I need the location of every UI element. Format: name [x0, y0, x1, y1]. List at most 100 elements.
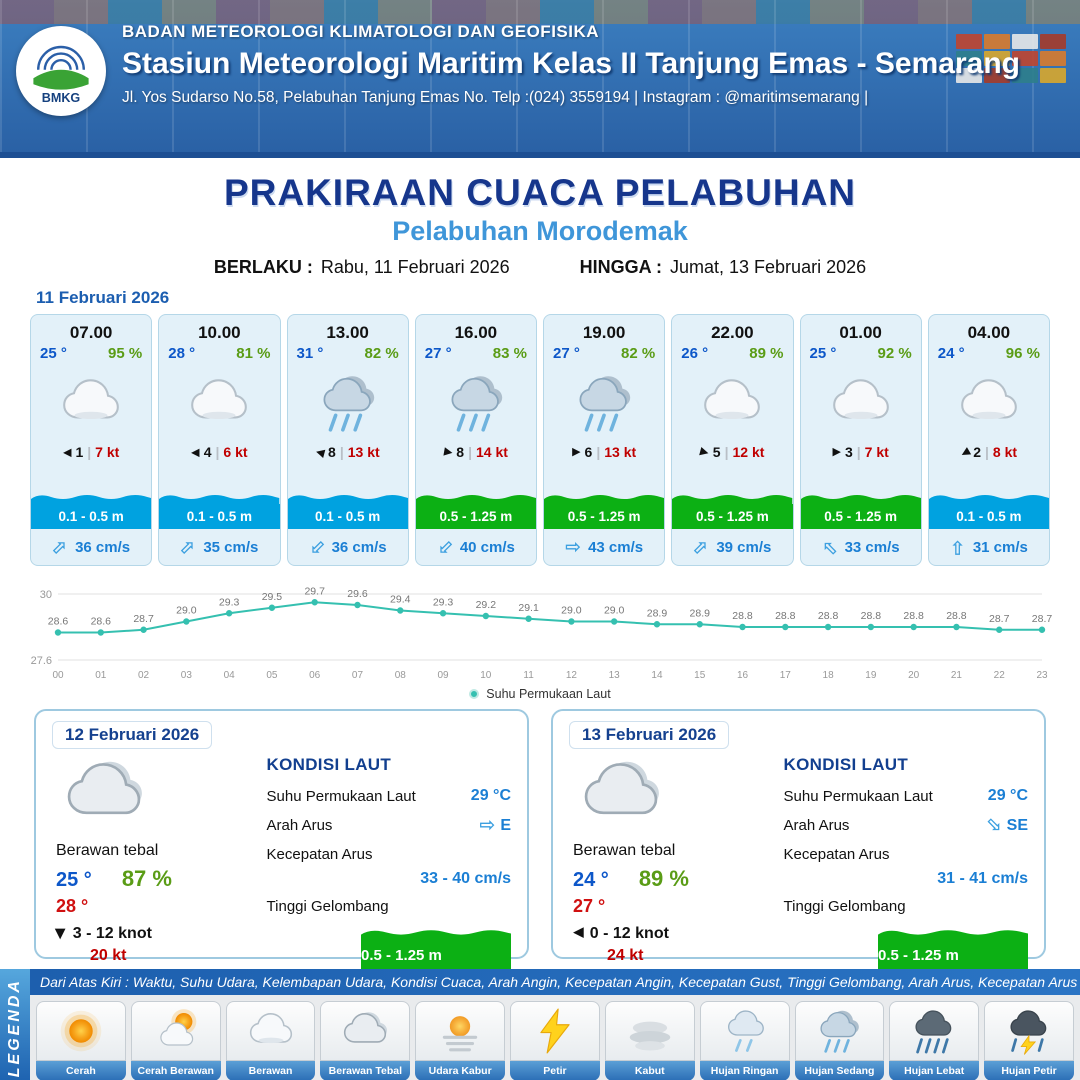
svg-text:21: 21 — [951, 670, 963, 681]
wave-band: 0.1 - 0.5 m — [928, 504, 1049, 529]
card-wave-height: 0.1 - 0.5 m — [58, 509, 124, 524]
card-wind-speed: 6 — [584, 444, 593, 460]
wind-gust-separator: | — [468, 444, 472, 460]
current-speed-value: 33 - 40 cm/s — [420, 870, 511, 887]
card-wind-speed: 5 — [712, 444, 721, 460]
card-current-speed: 35 cm/s — [203, 538, 259, 556]
hujan-sedang-icon — [314, 370, 382, 436]
legend-item: Petir — [510, 1001, 600, 1080]
legend-item: Hujan Ringan — [699, 1001, 790, 1080]
legend-item-label: Petir — [510, 1061, 600, 1080]
card-humidity: 83 % — [492, 345, 527, 362]
svg-text:29.0: 29.0 — [604, 605, 625, 617]
current-direction-icon: ⇨ — [816, 533, 843, 561]
wave-height-band: 0.1 - 0.5 m — [287, 492, 408, 529]
wind-direction-icon: ▶ — [699, 444, 711, 459]
svg-text:12: 12 — [566, 670, 578, 681]
daily-forecast-section: 12 Februari 2026 Berawan tebal 25 ° 87 %… — [0, 707, 1080, 971]
sst-value: 29 °C — [987, 787, 1028, 804]
berawan-icon — [57, 370, 125, 436]
card-wind: ▶ 4 | 6 kt — [159, 444, 279, 460]
card-wind: ▶ 6 | 13 kt — [544, 444, 664, 460]
title-block: PRAKIRAAN CUACA PELABUHAN Pelabuhan Moro… — [0, 158, 1080, 278]
svg-text:18: 18 — [823, 670, 835, 681]
card-current-speed: 36 cm/s — [331, 538, 387, 556]
card-current-row: ⇨ 36 cm/s — [288, 529, 408, 565]
card-wind: ▶ 2 | 8 kt — [929, 444, 1049, 460]
wave-height-band: 0.5 - 1.25 m — [415, 492, 536, 529]
port-name: Pelabuhan Morodemak — [392, 216, 688, 246]
wind-direction-icon: ▶ — [191, 446, 200, 459]
chart-legend: Suhu Permukaan Laut — [26, 687, 1054, 701]
wave-crest-icon — [928, 495, 1049, 504]
berawan-icon — [246, 1006, 296, 1056]
card-gust: 8 kt — [992, 444, 1018, 460]
sst-chart-section: 30 27.6 28.6 00 28.6 01 28.7 02 29.0 03 29.3 04 29.5… — [0, 570, 1080, 701]
hourly-cards: 07.00 25 ° 95 % ▶ 1 | 7 kt 0.1 - 0.5 m ⇨… — [0, 314, 1080, 566]
svg-text:11: 11 — [523, 670, 534, 681]
wave-band: 0.5 - 1.25 m — [544, 504, 665, 529]
card-wave-height: 0.1 - 0.5 m — [186, 509, 253, 524]
wave-band: 0.1 - 0.5 m — [31, 504, 152, 529]
daily-humidity: 89 % — [638, 866, 689, 891]
card-gust: 6 kt — [223, 444, 248, 460]
daily-temp-min: 25 ° — [56, 869, 92, 891]
svg-text:20: 20 — [908, 670, 920, 681]
legend-item-label: Hujan Petir — [984, 1061, 1074, 1080]
legend-item-label: Cerah — [36, 1061, 126, 1080]
card-wind: ▶ 1 | 7 kt — [31, 444, 151, 460]
daily-temp-min: 24 ° — [573, 869, 609, 891]
wind-gust-separator: | — [724, 444, 729, 460]
svg-text:29.4: 29.4 — [390, 594, 411, 606]
current-direction-icon: ⇨ — [431, 533, 458, 561]
current-direction-icon: ⇨ — [565, 536, 582, 558]
legend-item-label: Berawan Tebal — [320, 1061, 411, 1080]
card-temperature: 24 ° — [937, 345, 965, 362]
station-name: Stasiun Meteorologi Maritim Kelas II Tan… — [122, 47, 1020, 80]
cerah-icon — [56, 1006, 106, 1056]
daily-wind-range: 3 - 12 knot — [72, 925, 152, 942]
hourly-forecast-card: 13.00 31 ° 82 % ▶ 8 | 13 kt 0.1 - 0.5 m … — [286, 314, 409, 566]
card-temperature: 26 ° — [681, 345, 709, 362]
wave-path — [928, 495, 1049, 504]
hujan-ringan-icon — [720, 1006, 770, 1056]
current-direction-icon: ⇨ — [980, 812, 1007, 839]
wave-band: 0.5 - 1.25 m — [800, 504, 921, 529]
card-wind-speed: 1 — [75, 444, 84, 460]
legend-item: Berawan Tebal — [320, 1001, 411, 1080]
card-temperature: 25 ° — [40, 345, 67, 362]
wave-path — [31, 495, 152, 504]
card-current-speed: 31 cm/s — [972, 538, 1028, 556]
wave-crest-icon — [800, 495, 921, 504]
wind-direction-icon: ▶ — [573, 926, 584, 942]
chart-legend-label: Suhu Permukaan Laut — [486, 687, 611, 701]
card-humidity: 82 % — [621, 345, 656, 362]
legend-item-label: Hujan Lebat — [889, 1061, 980, 1080]
svg-text:09: 09 — [437, 670, 449, 681]
current-dir-value: SE — [1006, 816, 1028, 834]
wind-direction-icon: ▶ — [442, 444, 454, 459]
cerah-berawan-icon — [151, 1006, 201, 1056]
card-current-row: ⇨ 36 cm/s — [31, 529, 151, 565]
card-temperature: 28 ° — [168, 345, 196, 362]
svg-text:28.7: 28.7 — [1032, 613, 1053, 625]
validity-period: BERLAKU : Rabu, 11 Februari 2026 HINGGA :… — [0, 257, 1080, 278]
card-wave-height: 0.1 - 0.5 m — [314, 509, 381, 524]
sst-value: 29 °C — [470, 787, 511, 804]
wave-band: 0.5 - 1.25 m — [415, 504, 536, 529]
wave-band: 0.5 - 1.25 m — [672, 504, 793, 529]
card-current-speed: 39 cm/s — [716, 538, 772, 556]
card-humidity: 96 % — [1005, 345, 1040, 362]
berawan-tebal-icon — [340, 1006, 390, 1056]
svg-text:29.1: 29.1 — [518, 602, 539, 614]
hourly-forecast-card: 01.00 25 ° 92 % ▶ 3 | 7 kt 0.5 - 1.25 m … — [799, 314, 922, 566]
wave-crest-icon — [672, 495, 793, 504]
current-speed-label: Kecepatan Arus — [266, 846, 373, 863]
hourly-forecast-section: 11 Februari 2026 07.00 25 ° 95 % ▶ 1 | 7… — [0, 288, 1080, 566]
card-humidity: 92 % — [877, 345, 912, 362]
card-wind-speed: 4 — [203, 444, 212, 460]
card-wind: ▶ 8 | 13 kt — [288, 444, 408, 460]
svg-text:30: 30 — [40, 589, 52, 601]
legend-icon-box — [984, 1001, 1074, 1061]
wave-height-band: 0.1 - 0.5 m — [928, 492, 1049, 529]
